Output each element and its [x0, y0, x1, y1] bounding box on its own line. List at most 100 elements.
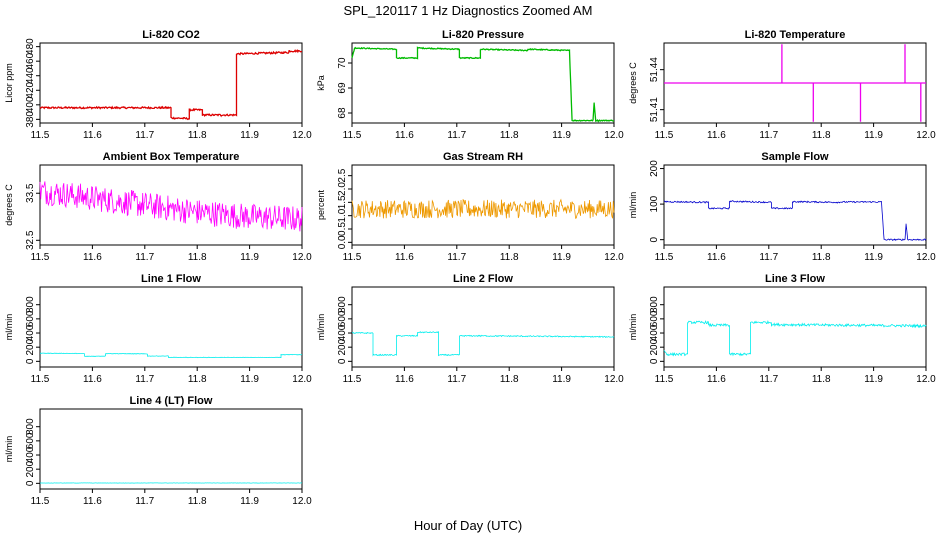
y-tick-label: 800 — [337, 296, 348, 313]
x-tick-label: 11.6 — [707, 130, 726, 141]
panel-1: Li-820 CO2 Licor ppm 11.5 11.6 11.7 11.8 11.9 1… — [4, 29, 312, 141]
x-tick-label: 11.7 — [759, 130, 778, 141]
y-tick-label: 32.5 — [25, 230, 36, 250]
y-tick-label: 69 — [337, 82, 348, 94]
panel-title: Line 2 Flow — [453, 273, 513, 285]
x-tick-label: 11.8 — [188, 252, 207, 263]
y-axis-label: ml/min — [628, 192, 638, 219]
x-tick-label: 11.9 — [552, 374, 571, 385]
plot-frame — [39, 164, 303, 246]
y-tick-label: 800 — [649, 296, 660, 313]
x-tick-label: 11.9 — [864, 374, 883, 385]
y-tick-label: 0 — [337, 358, 348, 364]
panel-grid: Li-820 CO2 Licor ppm 11.5 11.6 11.7 11.8 11.9 1… — [4, 29, 936, 507]
x-tick-label: 11.6 — [395, 374, 414, 385]
y-tick-label: 2.5 — [337, 168, 348, 182]
series-line — [351, 330, 615, 357]
x-tick-label: 11.6 — [83, 374, 102, 385]
y-tick-label: 1.0 — [337, 208, 348, 222]
series-line — [663, 200, 927, 242]
y-axis-label: ml/min — [628, 314, 638, 341]
y-tick-label: 460 — [25, 52, 36, 69]
y-tick-label: 800 — [25, 296, 36, 313]
x-tick-label: 11.5 — [343, 252, 362, 263]
y-tick-label: 200 — [649, 338, 660, 355]
y-axis-label: ml/min — [316, 314, 326, 341]
x-tick-label: 11.9 — [240, 252, 259, 263]
figure-title: SPL_120117 1 Hz Diagnostics Zoomed AM — [343, 3, 592, 18]
y-axis-label: ml/min — [4, 314, 14, 341]
x-tick-label: 11.7 — [135, 496, 154, 507]
x-tick-label: 11.5 — [31, 496, 50, 507]
x-tick-label: 11.7 — [135, 252, 154, 263]
y-tick-label: 200 — [649, 160, 660, 177]
x-tick-label: 12.0 — [604, 130, 624, 141]
panel-10: Line 4 (LT) Flow ml/min 11.5 11.6 11.7 11.8 11… — [4, 395, 312, 507]
y-axis-label: Licor ppm — [4, 63, 14, 103]
panel-6: Sample Flow ml/min 11.5 11.6 11.7 11.8 11.9 12.… — [628, 151, 936, 263]
x-tick-label: 11.9 — [864, 130, 883, 141]
x-tick-label: 11.7 — [135, 130, 154, 141]
x-tick-label: 11.8 — [188, 130, 207, 141]
y-tick-label: 2.0 — [337, 182, 348, 196]
x-tick-label: 11.6 — [83, 496, 102, 507]
panel-title: Line 4 (LT) Flow — [130, 395, 213, 407]
panel-title: Ambient Box Temperature — [103, 151, 240, 163]
y-tick-label: 0.0 — [337, 235, 348, 249]
x-tick-label: 11.8 — [812, 374, 831, 385]
x-tick-label: 11.6 — [395, 252, 414, 263]
y-tick-label: 100 — [649, 195, 660, 212]
x-tick-label: 12.0 — [292, 496, 312, 507]
x-tick-label: 12.0 — [604, 252, 624, 263]
y-tick-label: 0 — [25, 480, 36, 486]
y-tick-label: 0 — [649, 358, 660, 364]
x-tick-label: 11.7 — [447, 252, 466, 263]
panel-9: Line 3 Flow ml/min 11.5 11.6 11.7 11.8 11.9 12.… — [628, 273, 936, 385]
x-tick-label: 11.5 — [655, 252, 674, 263]
x-tick-label: 11.9 — [240, 496, 259, 507]
panel-title: Gas Stream RH — [443, 151, 523, 163]
x-tick-label: 12.0 — [292, 252, 312, 263]
panel-4: Ambient Box Temperature degrees C 11.5 11.6… — [4, 151, 312, 263]
series-line — [39, 49, 303, 121]
x-tick-label: 11.8 — [812, 130, 831, 141]
y-tick-label: 420 — [25, 81, 36, 98]
plot-frame — [39, 286, 303, 368]
plot-frame — [351, 164, 615, 246]
x-tick-label: 11.8 — [500, 374, 519, 385]
y-axis-label: kPa — [316, 75, 326, 91]
x-tick-label: 11.8 — [188, 374, 207, 385]
y-tick-label: 440 — [25, 67, 36, 84]
x-tick-label: 11.7 — [447, 374, 466, 385]
series-line — [351, 46, 615, 123]
panel-title: Li-820 Pressure — [442, 29, 524, 41]
y-tick-label: 0 — [649, 236, 660, 242]
x-tick-label: 11.5 — [31, 374, 50, 385]
x-tick-label: 11.5 — [655, 374, 674, 385]
series-line — [351, 198, 615, 219]
y-tick-label: 600 — [25, 310, 36, 327]
x-tick-label: 11.6 — [83, 130, 102, 141]
x-tick-label: 11.7 — [447, 130, 466, 141]
panel-8: Line 2 Flow ml/min 11.5 11.6 11.7 11.8 11.9 12.… — [316, 273, 624, 385]
y-tick-label: 200 — [25, 460, 36, 477]
x-tick-label: 12.0 — [292, 374, 312, 385]
panel-5: Gas Stream RH percent 11.5 11.6 11.7 11.8 11.9… — [316, 151, 624, 263]
y-tick-label: 51.44 — [649, 57, 660, 82]
y-tick-label: 600 — [337, 310, 348, 327]
y-tick-label: 200 — [337, 338, 348, 355]
x-tick-label: 11.6 — [83, 252, 102, 263]
panel-3: Li-820 Temperature degrees C 11.5 11.6 11.7 1… — [628, 29, 936, 141]
y-tick-label: 400 — [337, 324, 348, 341]
y-axis-label: degrees C — [4, 184, 14, 226]
y-tick-label: 68 — [337, 107, 348, 119]
x-tick-label: 12.0 — [604, 374, 624, 385]
panel-title: Line 3 Flow — [765, 273, 825, 285]
y-tick-label: 600 — [25, 432, 36, 449]
y-tick-label: 33.5 — [25, 183, 36, 203]
x-tick-label: 11.9 — [240, 130, 259, 141]
x-tick-label: 11.8 — [812, 252, 831, 263]
series-line — [39, 352, 303, 359]
y-tick-label: 800 — [25, 418, 36, 435]
y-tick-label: 0.5 — [337, 222, 348, 236]
